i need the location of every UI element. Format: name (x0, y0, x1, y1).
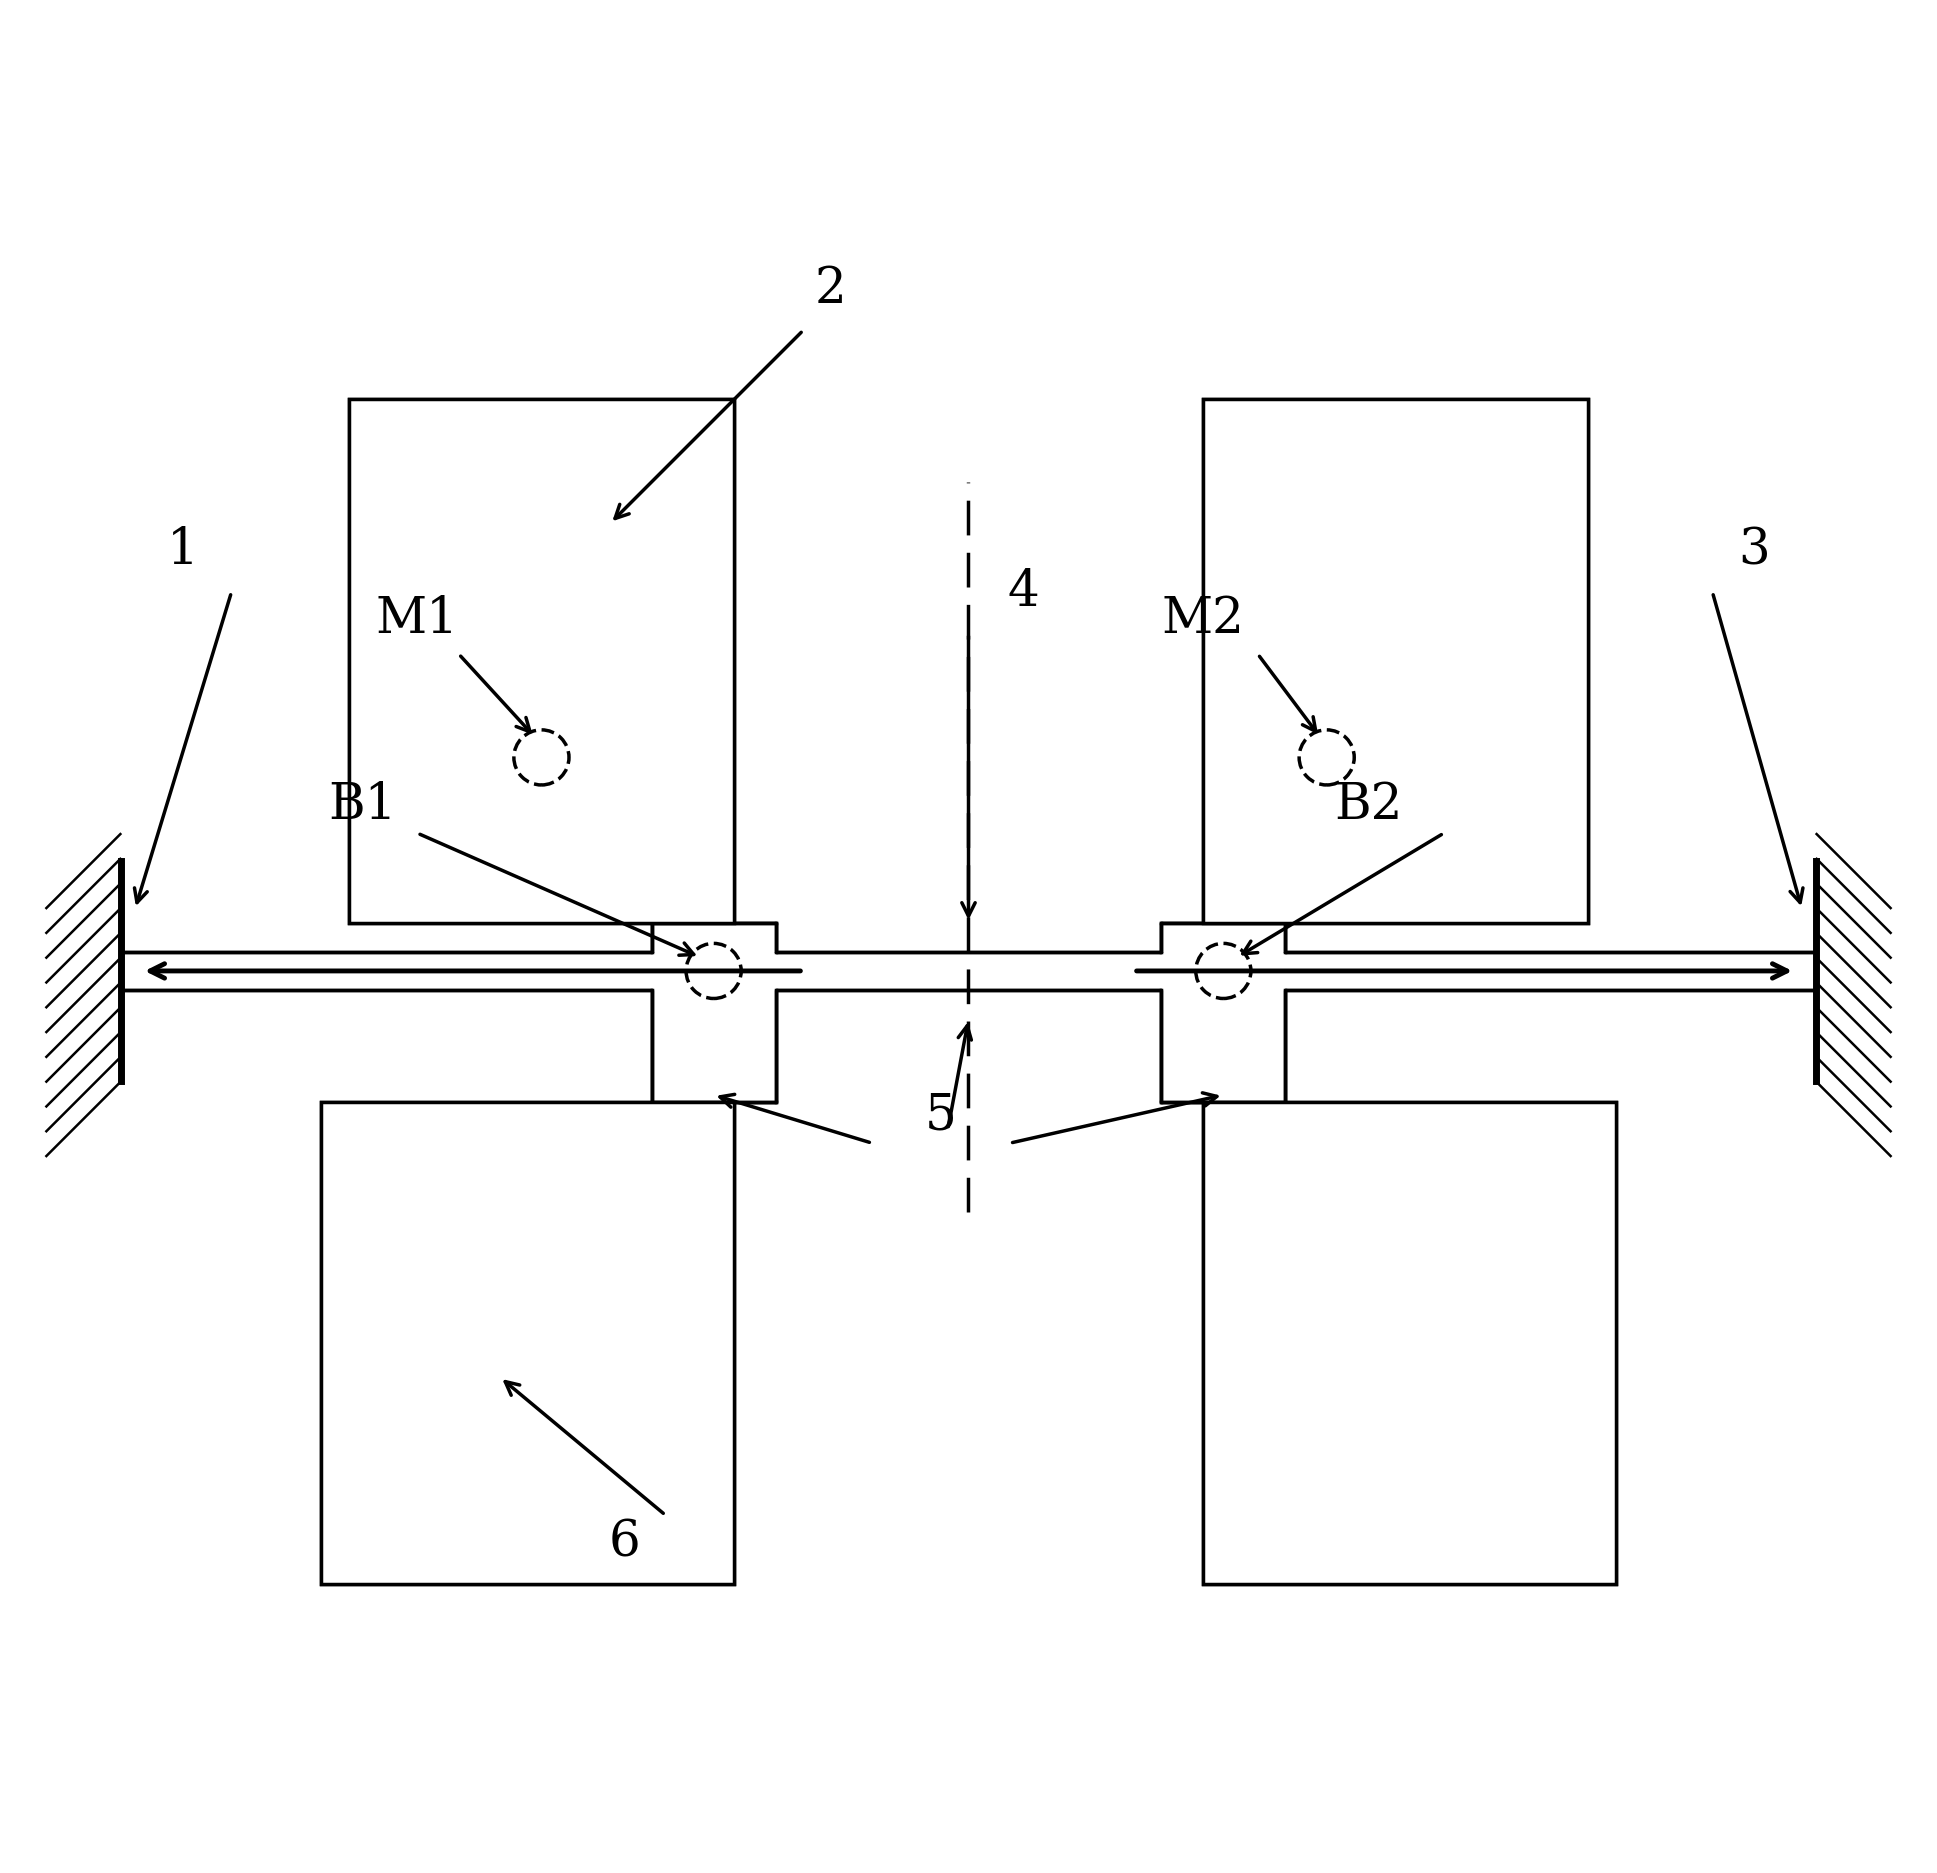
Bar (1203, 1101, 1615, 1585)
Text: M1: M1 (376, 596, 459, 644)
Bar (1203, 399, 1588, 923)
Bar (1203, 399, 1588, 923)
Text: B2: B2 (1335, 781, 1402, 830)
Bar (651, 923, 775, 951)
Bar (349, 399, 734, 923)
Text: 3: 3 (1737, 526, 1770, 575)
Bar (322, 1101, 734, 1585)
Text: 5: 5 (926, 1090, 957, 1141)
Text: 2: 2 (815, 264, 846, 315)
Bar (349, 399, 734, 923)
Text: 4: 4 (1007, 568, 1040, 616)
Bar (322, 1101, 734, 1585)
Bar (1162, 991, 1286, 1101)
Bar (651, 991, 775, 1101)
Bar (1203, 1101, 1615, 1585)
Text: B1: B1 (327, 781, 397, 830)
Text: 6: 6 (608, 1517, 639, 1568)
Bar (1162, 923, 1286, 951)
Text: M2: M2 (1162, 596, 1244, 644)
Bar (122, 951, 1815, 991)
Text: 1: 1 (167, 526, 200, 575)
